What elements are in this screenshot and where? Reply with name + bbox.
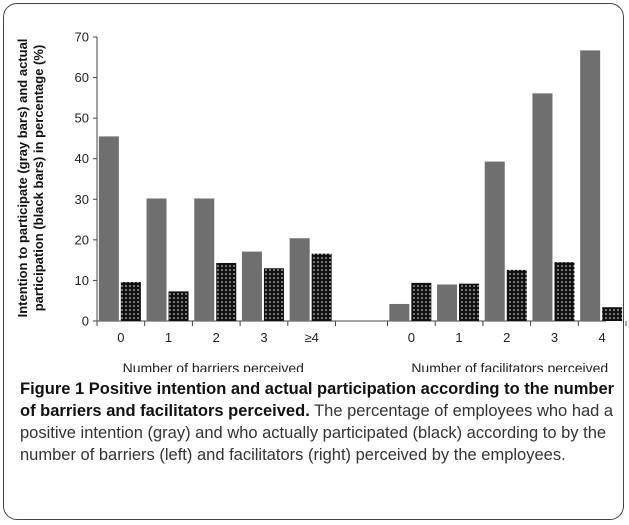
participation-bar: [554, 262, 575, 321]
participation-bar: [506, 269, 527, 321]
x-tick-label: 4: [599, 330, 606, 345]
x-tick-label: 1: [455, 330, 462, 345]
intention-bar: [437, 284, 458, 321]
y-tick-label: 30: [75, 192, 89, 207]
intention-bar: [289, 238, 310, 321]
intention-bar: [146, 198, 167, 321]
y-tick-label: 20: [75, 232, 89, 247]
caption-body: The percentage of employees who had a po…: [20, 402, 614, 464]
participation-bar: [459, 283, 480, 321]
y-tick-label: 70: [75, 30, 89, 45]
y-tick-label: 60: [75, 70, 89, 85]
intention-bar: [98, 136, 119, 321]
participation-bar: [120, 282, 141, 321]
y-tick-label: 40: [75, 151, 89, 166]
intention-bar: [241, 251, 262, 321]
y-axis-label-line1: Intention to participate (gray bars) and…: [15, 39, 30, 318]
intention-bar: [580, 50, 601, 321]
caption-title: Figure 1 Positive intention and actual p…: [20, 380, 615, 420]
intention-bar: [194, 198, 215, 321]
figure-caption: Figure 1 Positive intention and actual p…: [20, 378, 616, 466]
participation-bar: [602, 307, 623, 321]
participation-bar: [311, 253, 332, 321]
intention-bar: [484, 161, 505, 321]
y-tick-label: 10: [75, 273, 89, 288]
y-tick-label: 0: [82, 314, 89, 329]
x-tick-label: 0: [117, 330, 124, 345]
y-axis-label-line2: participation (black bars) in percentage…: [31, 45, 46, 312]
x-tick-label: 3: [260, 330, 267, 345]
x-axis-group-label: Number of barriers perceived: [123, 360, 304, 372]
x-tick-label: 1: [165, 330, 172, 345]
participation-bar: [216, 262, 237, 321]
intention-bar: [532, 93, 553, 321]
x-tick-label: 2: [213, 330, 220, 345]
x-tick-label: 3: [551, 330, 558, 345]
x-tick-label: 2: [503, 330, 510, 345]
x-tick-label: ≥4: [304, 330, 318, 345]
intention-bar: [389, 303, 410, 321]
participation-bar: [263, 268, 284, 321]
participation-bar: [411, 282, 432, 321]
x-axis-group-label: Number of facilitators perceived: [411, 360, 608, 372]
y-tick-label: 50: [75, 111, 89, 126]
x-tick-label: 0: [408, 330, 415, 345]
participation-bar: [168, 291, 189, 321]
bar-chart: Intention to participate (gray bars) and…: [15, 30, 627, 372]
